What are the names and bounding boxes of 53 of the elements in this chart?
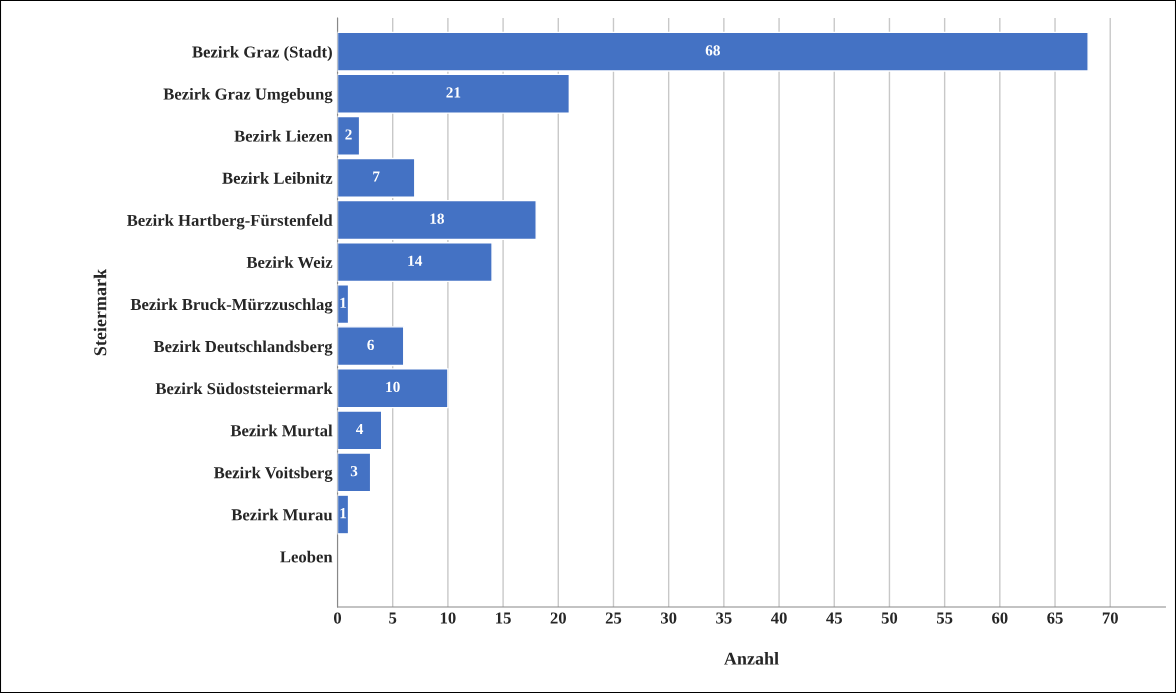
x-tick-label: 45 — [826, 612, 842, 624]
bar — [337, 494, 350, 535]
bar — [337, 115, 361, 156]
x-tick-label: 0 — [333, 612, 342, 624]
bar — [337, 31, 1089, 72]
x-axis-title: Anzahl — [724, 652, 779, 665]
x-tick-label: 15 — [496, 612, 511, 624]
data-label: 68 — [705, 45, 720, 56]
y-tick-label: Bezirk Weiz — [246, 256, 333, 269]
y-tick-label: Bezirk Graz (Stadt) — [192, 45, 332, 62]
x-tick-label: 40 — [770, 612, 787, 624]
data-label: 18 — [430, 213, 444, 224]
x-tick-label: 55 — [936, 612, 953, 624]
x-tick-label: 10 — [440, 612, 456, 624]
y-tick-label: Bezirk Liezen — [234, 130, 333, 142]
data-label: 14 — [408, 255, 423, 266]
y-tick-label: Bezirk Bruck-Mürzzuschlag — [130, 298, 333, 314]
x-tick-label: 65 — [1047, 612, 1063, 624]
x-tick-label: 50 — [881, 612, 898, 624]
bar — [337, 452, 372, 493]
bar — [337, 368, 449, 409]
data-label: 1 — [340, 297, 347, 308]
data-label: 4 — [355, 423, 364, 435]
bar — [337, 242, 493, 283]
data-label: 21 — [446, 87, 461, 98]
data-label: 7 — [373, 171, 380, 182]
y-tick-label: Bezirk Murtal — [230, 424, 333, 437]
data-label: 6 — [367, 339, 374, 351]
x-tick-label: 35 — [716, 612, 732, 624]
x-tick-label: 20 — [550, 612, 566, 624]
x-tick-label: 30 — [660, 612, 677, 624]
bar — [337, 326, 405, 367]
y-tick-label: Bezirk Deutschlandsberg — [153, 340, 333, 356]
y-tick-label: Bezirk Hartberg-Fürstenfeld — [126, 214, 333, 230]
data-label: 10 — [386, 381, 400, 393]
y-tick-label: Leoben — [280, 550, 333, 563]
y-tick-label: Bezirk Murau — [231, 508, 333, 521]
x-tick-label: 60 — [992, 612, 1008, 624]
data-label: 3 — [350, 465, 358, 477]
x-tick-label: 70 — [1102, 612, 1118, 624]
bar — [337, 199, 537, 241]
x-tick-label: 25 — [605, 612, 622, 624]
data-label: 2 — [345, 129, 352, 140]
bar — [337, 157, 416, 198]
bar — [337, 73, 571, 114]
y-axis-title: Steiermark — [93, 268, 107, 356]
bar — [337, 410, 383, 451]
y-tick-label: Bezirk Voitsberg — [213, 466, 333, 482]
y-tick-label: Bezirk Leibnitz — [222, 172, 333, 184]
y-tick-label: Bezirk Graz Umgebung — [163, 87, 333, 104]
x-tick-label: 5 — [389, 612, 397, 624]
y-tick-label: Bezirk Südoststeiermark — [155, 382, 333, 395]
data-label: 1 — [340, 508, 347, 519]
